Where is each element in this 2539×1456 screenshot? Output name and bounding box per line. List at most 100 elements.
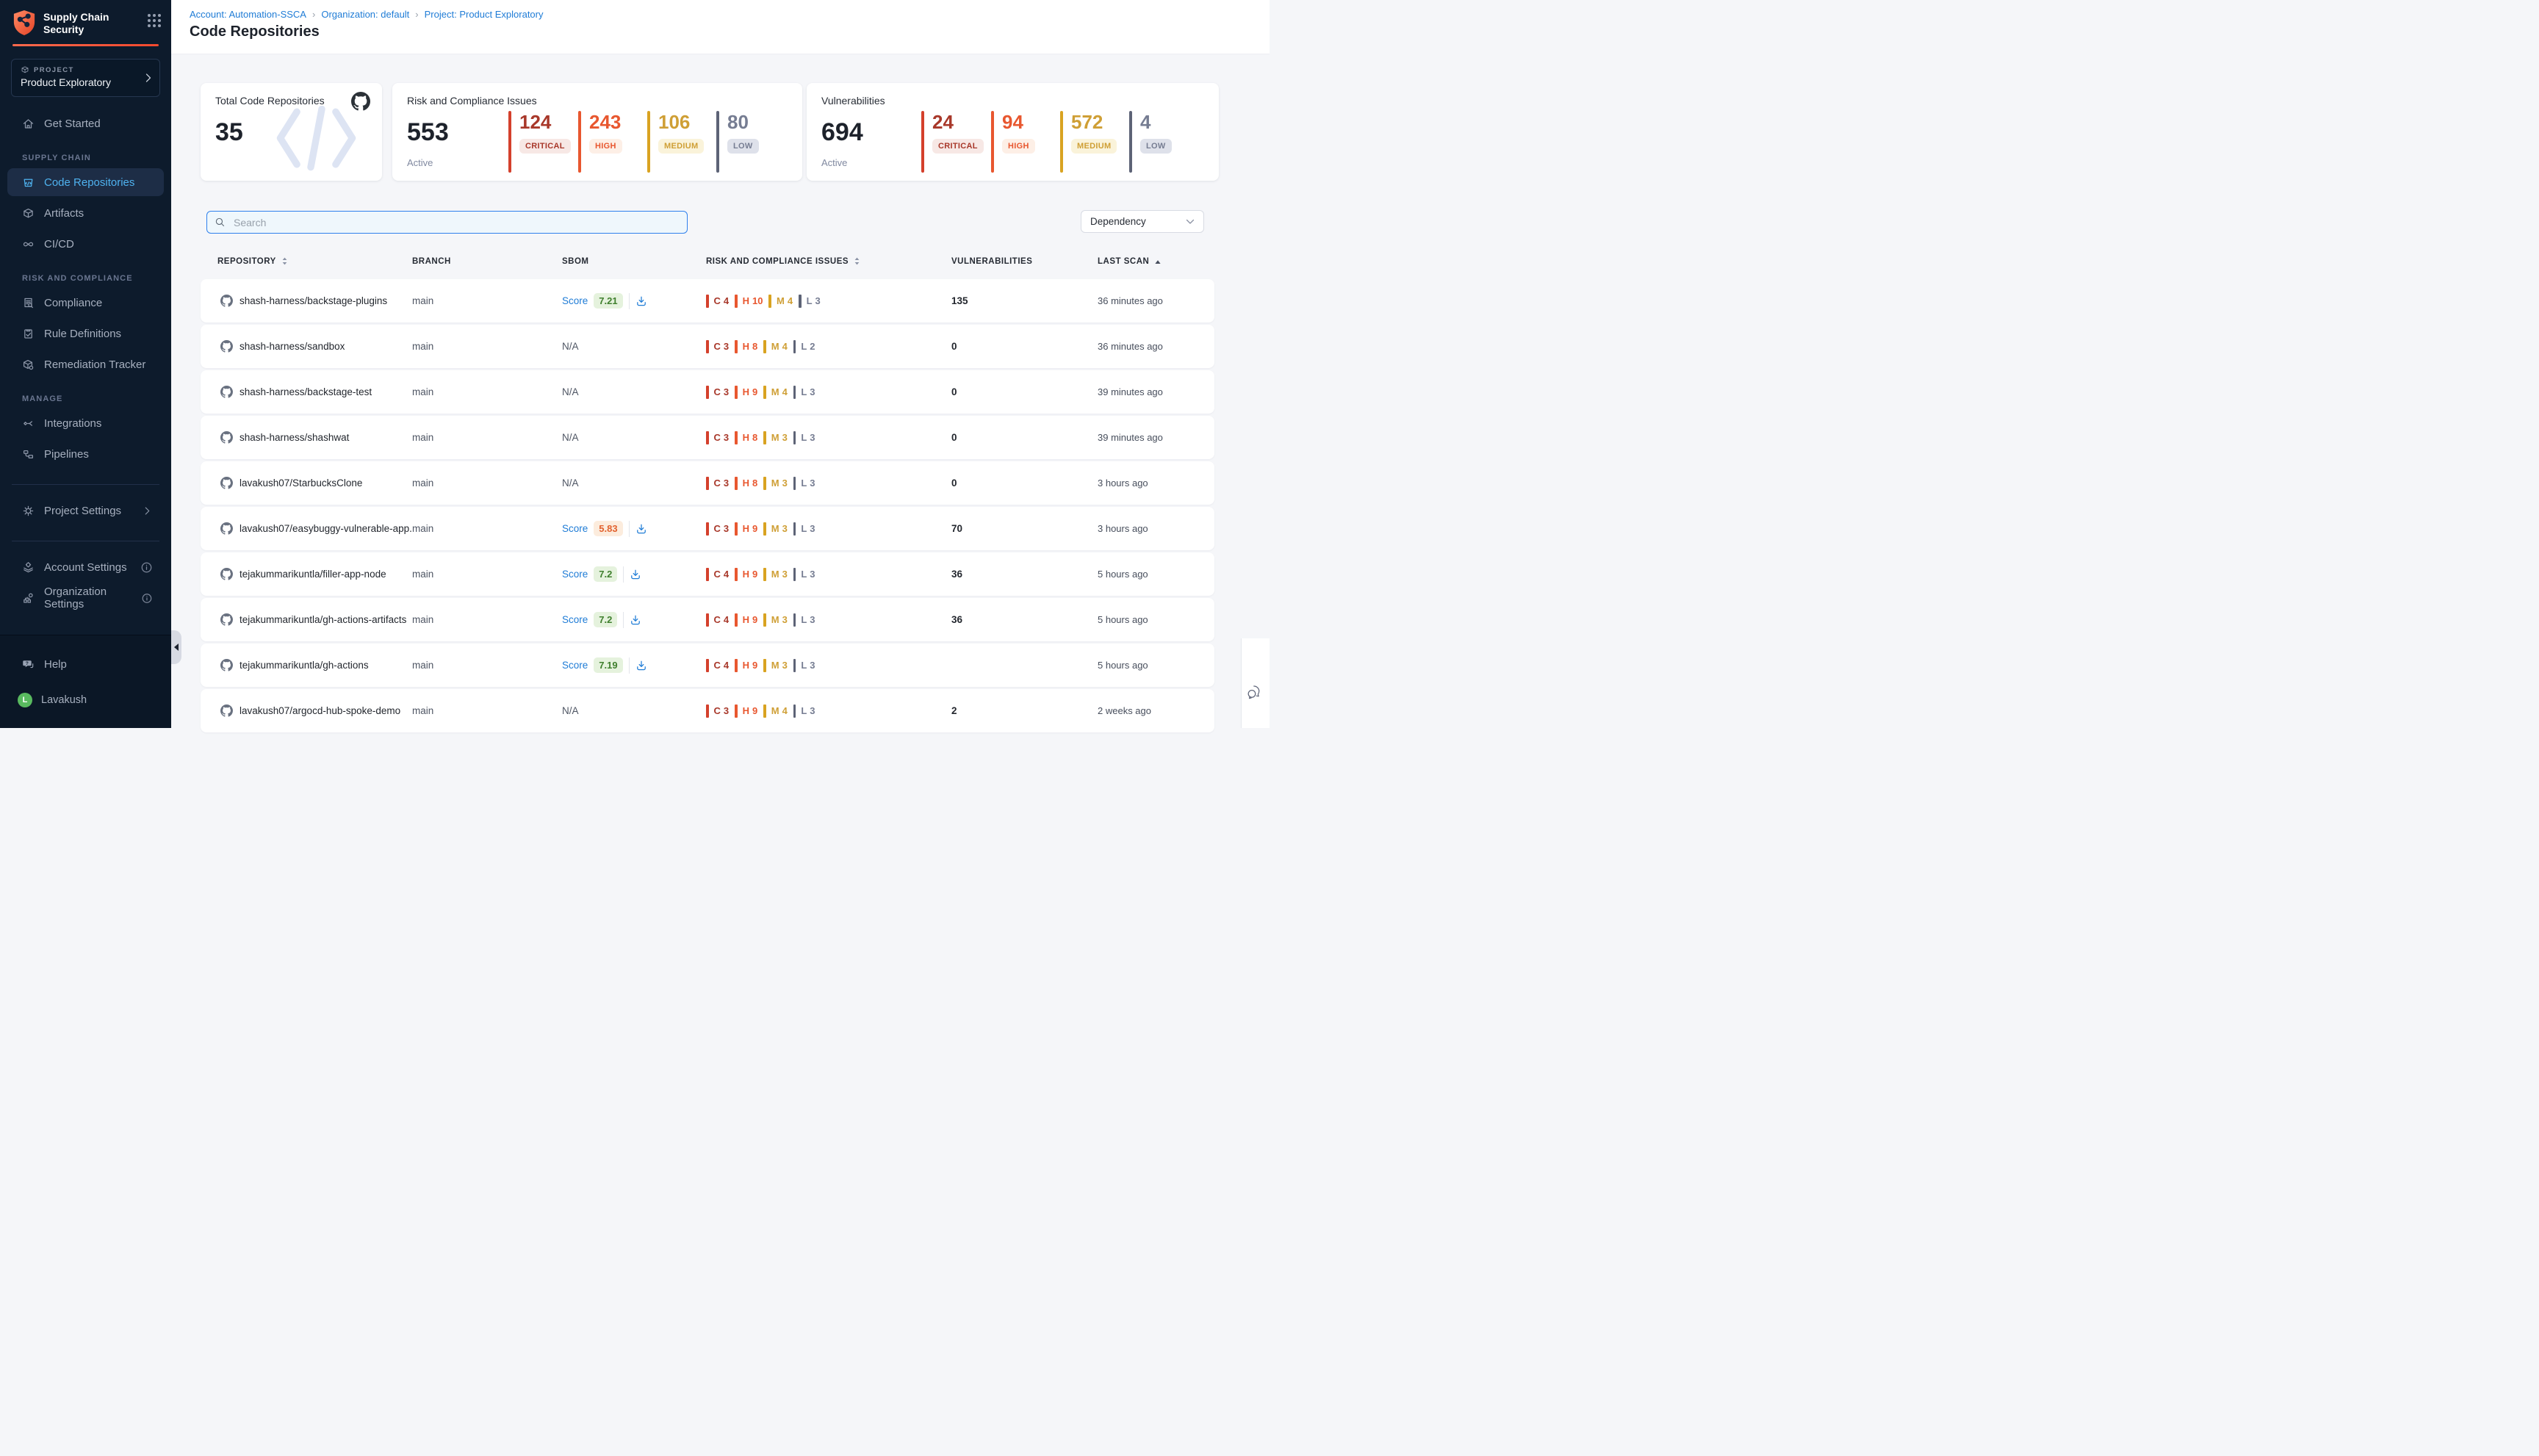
sort-icon[interactable] xyxy=(281,256,288,267)
severity-badge: MEDIUM xyxy=(658,139,704,154)
download-sbom-icon[interactable] xyxy=(635,660,647,671)
repo-name[interactable]: lavakush07/easybuggy-vulnerable-app... xyxy=(240,523,412,534)
sbom-score-link[interactable]: Score xyxy=(562,660,588,671)
project-name: Product Exploratory xyxy=(21,76,140,88)
repo-name[interactable]: lavakush07/StarbucksClone xyxy=(240,477,362,489)
table-row[interactable]: lavakush07/StarbucksClonemainN/AC3H8M3L3… xyxy=(201,461,1214,505)
risk-chip-critical: C3 xyxy=(706,386,729,399)
sidebar-item-code-repositories[interactable]: Code Repositories xyxy=(7,168,164,196)
last-scan-cell: 36 minutes ago xyxy=(1098,341,1214,352)
sidebar-item-organization-settings[interactable]: Organization Settings xyxy=(7,584,164,612)
dependency-filter-dropdown[interactable]: Dependency xyxy=(1081,210,1204,233)
sidebar-item-help[interactable]: ? Help xyxy=(7,650,164,678)
repo-name[interactable]: tejakummarikuntla/gh-actions-artifacts xyxy=(240,614,406,625)
chip-bar xyxy=(706,522,709,536)
chip-bar xyxy=(706,477,709,490)
table-row[interactable]: lavakush07/easybuggy-vulnerable-app...ma… xyxy=(201,507,1214,550)
column-header-sbom[interactable]: SBOM xyxy=(562,256,706,267)
sbom-score-link[interactable]: Score xyxy=(562,295,588,306)
repo-name[interactable]: shash-harness/shashwat xyxy=(240,432,349,443)
sidebar-item-compliance[interactable]: Compliance xyxy=(7,289,164,317)
module-switcher-icon[interactable] xyxy=(148,14,161,27)
chip-bar xyxy=(735,340,738,353)
column-header-risk-and-compliance-issues[interactable]: RISK AND COMPLIANCE ISSUES xyxy=(706,256,951,267)
sidebar-footer: ? Help L Lavakush xyxy=(0,635,171,728)
sidebar-item-artifacts[interactable]: Artifacts xyxy=(7,199,164,227)
table-row[interactable]: shash-harness/shashwatmainN/AC3H8M3L3039… xyxy=(201,416,1214,459)
sidebar-item-label: Compliance xyxy=(44,297,102,309)
risk-chip-medium: M4 xyxy=(763,704,788,718)
sbom-score-link[interactable]: Score xyxy=(562,614,588,625)
table-row[interactable]: shash-harness/backstage-pluginsmainScore… xyxy=(201,279,1214,322)
sidebar-item-label: Pipelines xyxy=(44,448,89,461)
info-icon[interactable] xyxy=(141,562,152,573)
risk-issues-cell: C3H8M3L3 xyxy=(706,431,951,444)
table-row[interactable]: lavakush07/argocd-hub-spoke-demomainN/AC… xyxy=(201,689,1214,732)
sidebar-item-project-settings[interactable]: Project Settings xyxy=(7,497,164,525)
chat-support-icon[interactable] xyxy=(1246,684,1265,702)
svg-text:?: ? xyxy=(26,660,29,666)
column-header-branch[interactable]: BRANCH xyxy=(412,256,562,267)
column-header-last-scan[interactable]: LAST SCAN xyxy=(1098,256,1214,267)
github-icon xyxy=(220,295,233,307)
chip-count: 3 xyxy=(815,295,821,306)
sidebar-collapse-handle[interactable] xyxy=(171,630,181,664)
sidebar-item-account-settings[interactable]: Account Settings xyxy=(7,553,164,581)
chip-bar xyxy=(793,431,796,444)
sbom-cell: Score 7.21 xyxy=(562,293,706,309)
column-label: VULNERABILITIES xyxy=(951,257,1032,266)
repo-cell: lavakush07/easybuggy-vulnerable-app... xyxy=(201,522,412,535)
breadcrumb-link[interactable]: Organization: default xyxy=(321,9,409,20)
info-icon[interactable] xyxy=(142,593,152,604)
repo-name[interactable]: shash-harness/sandbox xyxy=(240,341,345,352)
column-header-vulnerabilities[interactable]: VULNERABILITIES xyxy=(951,256,1098,267)
table-row[interactable]: tejakummarikuntla/gh-actions-artifactsma… xyxy=(201,598,1214,641)
chip-letter: C xyxy=(714,295,721,306)
sidebar-item-ci-cd[interactable]: CI/CD xyxy=(7,230,164,258)
table-row[interactable]: tejakummarikuntla/filler-app-nodemainSco… xyxy=(201,552,1214,596)
download-sbom-icon[interactable] xyxy=(630,569,641,580)
sort-icon[interactable] xyxy=(854,256,860,267)
chip-bar xyxy=(735,295,738,308)
sidebar-item-pipelines[interactable]: Pipelines xyxy=(7,440,164,468)
sbom-score-link[interactable]: Score xyxy=(562,569,588,580)
severity-count: 106 xyxy=(658,112,704,131)
repo-name[interactable]: shash-harness/backstage-plugins xyxy=(240,295,387,306)
breadcrumb-link[interactable]: Project: Product Exploratory xyxy=(425,9,544,20)
rule-definitions-icon xyxy=(22,328,35,340)
download-sbom-icon[interactable] xyxy=(635,295,647,307)
chip-count: 4 xyxy=(782,386,788,397)
risk-issues-cell: C3H9M4L3 xyxy=(706,386,951,399)
repo-name[interactable]: lavakush07/argocd-hub-spoke-demo xyxy=(240,705,400,716)
chip-letter: L xyxy=(801,660,807,671)
download-sbom-icon[interactable] xyxy=(630,614,641,626)
column-header-repository[interactable]: REPOSITORY xyxy=(201,256,412,267)
chip-count: 3 xyxy=(810,432,815,443)
table-row[interactable]: tejakummarikuntla/gh-actionsmainScore7.1… xyxy=(201,644,1214,687)
sidebar-item-rule-definitions[interactable]: Rule Definitions xyxy=(7,320,164,347)
breadcrumb-link[interactable]: Account: Automation-SSCA xyxy=(190,9,306,20)
vulnerabilities-cell: 70 xyxy=(951,523,1098,534)
chip-letter: M xyxy=(771,386,779,397)
repo-name[interactable]: shash-harness/backstage-test xyxy=(240,386,372,397)
severity-low: 80LOW xyxy=(716,111,759,173)
last-scan-cell: 39 minutes ago xyxy=(1098,432,1214,443)
sort-ascending-icon[interactable] xyxy=(1154,258,1162,265)
search-input[interactable] xyxy=(232,216,680,229)
repo-name[interactable]: tejakummarikuntla/gh-actions xyxy=(240,660,369,671)
last-scan-cell: 5 hours ago xyxy=(1098,569,1214,580)
user-menu[interactable]: L Lavakush xyxy=(7,687,164,713)
sidebar-item-integrations[interactable]: Integrations xyxy=(7,409,164,437)
chip-bar xyxy=(735,613,738,627)
table-row[interactable]: shash-harness/backstage-testmainN/AC3H9M… xyxy=(201,370,1214,414)
table-row[interactable]: shash-harness/sandboxmainN/AC3H8M4L2036 … xyxy=(201,325,1214,368)
sidebar-item-remediation-tracker[interactable]: Remediation Tracker xyxy=(7,350,164,378)
sbom-score-link[interactable]: Score xyxy=(562,523,588,534)
risk-chip-critical: C3 xyxy=(706,704,729,718)
sidebar-item-get-started[interactable]: Get Started xyxy=(7,109,164,137)
repo-name[interactable]: tejakummarikuntla/filler-app-node xyxy=(240,569,386,580)
project-selector[interactable]: PROJECT Product Exploratory xyxy=(11,59,160,97)
chip-letter: C xyxy=(714,432,721,443)
sbom-score-badge: 7.21 xyxy=(594,293,622,309)
download-sbom-icon[interactable] xyxy=(635,523,647,535)
